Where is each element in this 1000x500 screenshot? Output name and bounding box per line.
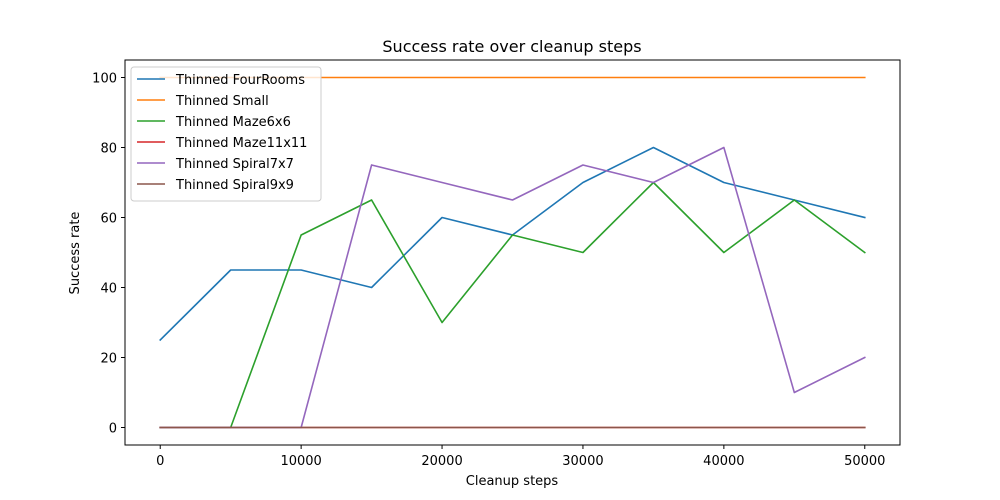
legend-label-2: Thinned Maze6x6 (175, 115, 291, 130)
legend-label-1: Thinned Small (175, 94, 269, 109)
legend-label-0: Thinned FourRooms (175, 73, 305, 88)
y-tick-label-4: 80 (100, 142, 117, 157)
x-tick-label-2: 20000 (421, 454, 462, 469)
y-tick-label-5: 100 (92, 72, 117, 87)
legend-label-4: Thinned Spiral7x7 (175, 157, 294, 172)
x-tick-label-3: 30000 (562, 454, 603, 469)
y-axis-label: Success rate (68, 212, 83, 295)
y-tick-label-2: 40 (100, 282, 117, 297)
legend-box (130, 66, 322, 202)
x-axis-label: Cleanup steps (466, 474, 559, 489)
x-tick-label-0: 0 (156, 454, 164, 469)
legend-label-5: Thinned Spiral9x9 (175, 178, 294, 193)
plot-frame (124, 59, 901, 446)
legend-label-3: Thinned Maze11x11 (175, 136, 307, 151)
y-tick-label-3: 60 (100, 212, 117, 227)
x-tick-label-1: 10000 (280, 454, 321, 469)
series-line-2 (159, 181, 866, 429)
y-tick-label-0: 0 (109, 422, 117, 437)
y-tick-label-1: 20 (100, 352, 117, 367)
x-tick-label-4: 40000 (703, 454, 744, 469)
legend: Thinned FourRooms Thinned Small Thinned Ma… (130, 66, 322, 202)
x-tick-label-5: 50000 (844, 454, 885, 469)
axis-ticks: 0 10000 20000 30000 40000 50000 0 20 40 60 80 100 (92, 72, 885, 470)
chart-title: Success rate over cleanup steps (382, 37, 641, 56)
